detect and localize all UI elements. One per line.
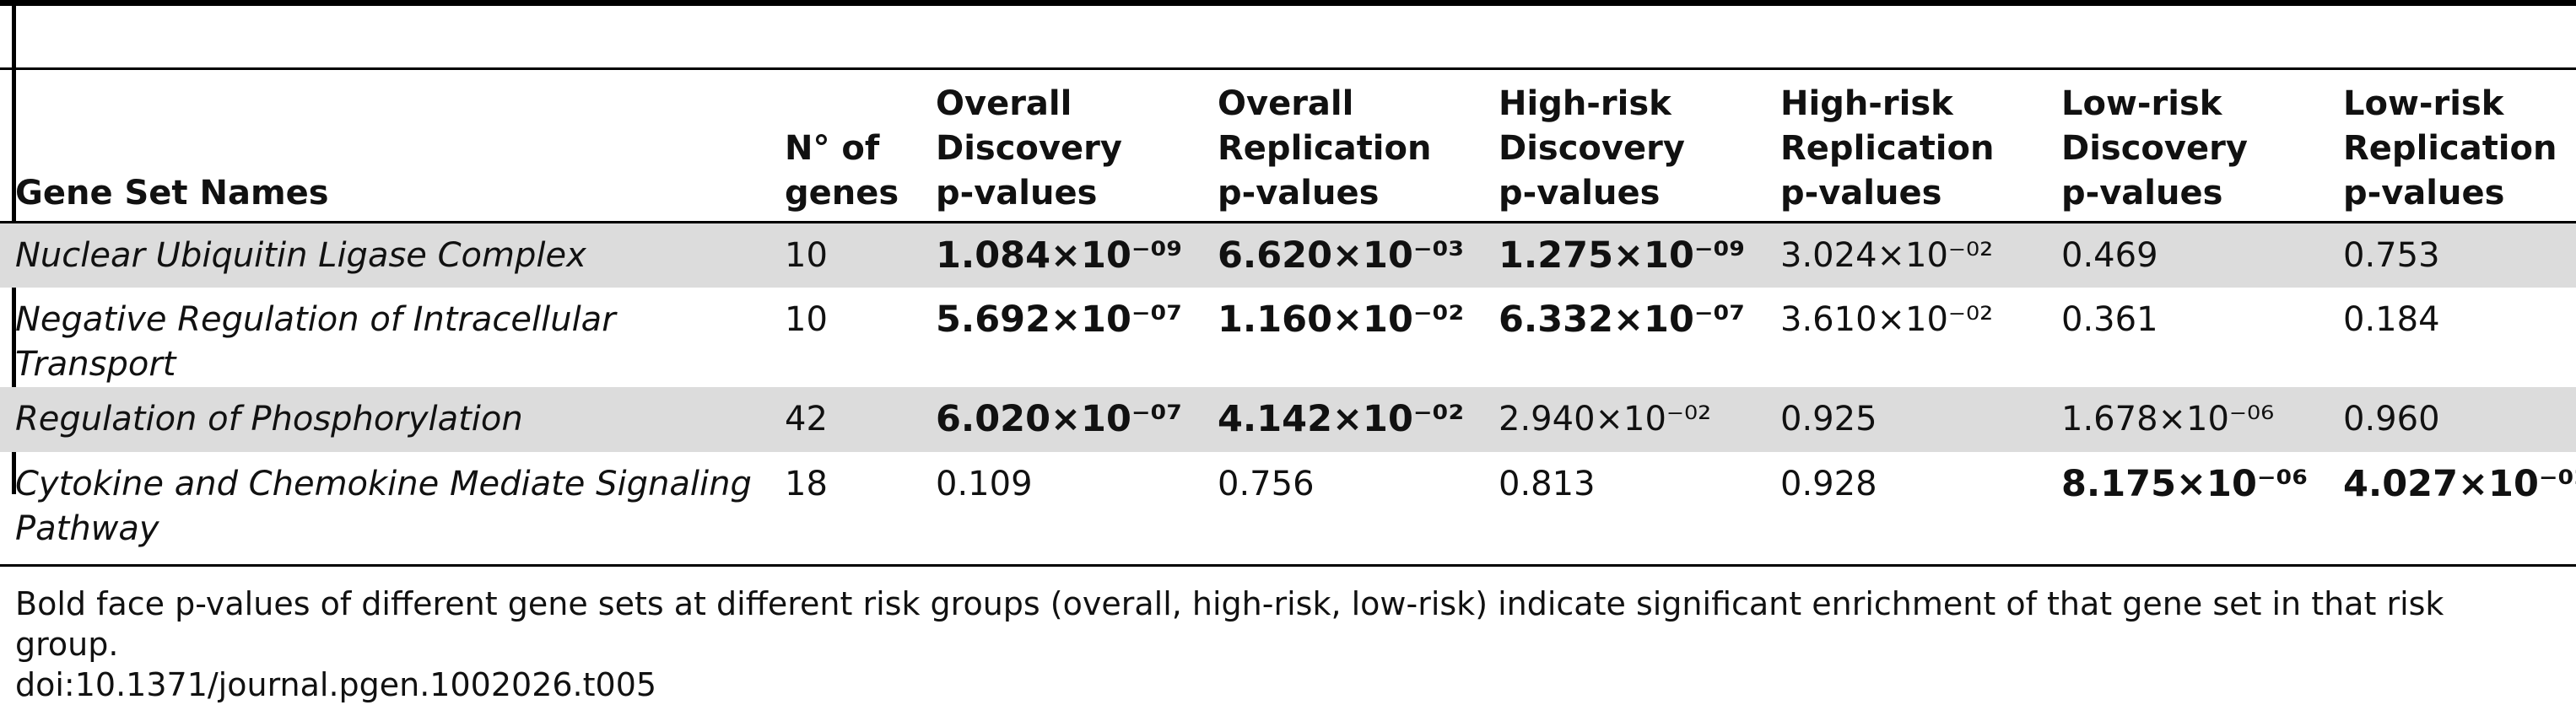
header-line: Discovery — [936, 129, 1122, 168]
overall-replication-cell: 1.160×10⁻⁰² — [1218, 298, 1465, 341]
low-risk-replication-cell: 0.753 — [2328, 222, 2576, 288]
gene-set-name: Regulation of Phosphorylation — [0, 386, 770, 452]
top-rule — [0, 0, 2576, 6]
table-row: Cytokine and Chemokine Mediate Signaling… — [0, 451, 2576, 567]
overall-discovery-cell: 1.084×10⁻⁰⁹ — [921, 222, 1202, 288]
table-row: Regulation of Phosphorylation 42 6.020×1… — [0, 386, 2576, 452]
n-genes-cell: 18 — [770, 451, 921, 567]
header-low-risk-discovery: Low-risk Discovery p-values — [2046, 67, 2328, 223]
high-risk-discovery-cell: 2.940×10⁻⁰² — [1483, 386, 1765, 452]
high-risk-replication-cell: 0.928 — [1765, 451, 2046, 567]
n-genes-cell: 10 — [785, 299, 828, 339]
low-risk-discovery-cell: 0.361 — [2061, 299, 2158, 339]
header-line: Replication — [2343, 129, 2557, 168]
overall-replication-cell: 0.756 — [1202, 451, 1483, 567]
high-risk-replication-cell: 0.925 — [1765, 386, 2046, 452]
header-line: Low-risk — [2061, 84, 2222, 123]
low-risk-discovery-cell: 0.469 — [2046, 222, 2328, 288]
header-line: p-values — [1780, 174, 1942, 213]
n-genes-cell: 10 — [770, 222, 921, 288]
gene-set-name: Negative Regulation of Intracellular Tra… — [15, 299, 616, 384]
n-genes-cell: 42 — [770, 386, 921, 452]
header-line: Gene Set Names — [15, 174, 329, 213]
gene-set-name: Cytokine and Chemokine Mediate Signaling… — [0, 451, 770, 567]
header-n-genes: N° of genes — [770, 67, 921, 223]
header-line: Overall — [936, 84, 1072, 123]
header-row: Gene Set Names N° of genes Overall Disco… — [0, 67, 2576, 223]
low-risk-replication-cell: 0.960 — [2328, 386, 2576, 452]
footnote-doi: doi:10.1371/journal.pgen.1002026.t005 — [15, 666, 657, 703]
header-gene-set-names: Gene Set Names — [0, 67, 770, 223]
overall-discovery-cell: 6.020×10⁻⁰⁷ — [921, 386, 1202, 452]
header-line: genes — [785, 174, 899, 213]
header-line: Overall — [1218, 84, 1354, 123]
header-line: p-values — [936, 174, 1098, 213]
header-line: Low-risk — [2343, 84, 2504, 123]
high-risk-discovery-cell: 1.275×10⁻⁰⁹ — [1483, 222, 1765, 288]
header-line: Replication — [1780, 129, 1995, 168]
gene-set-name: Nuclear Ubiquitin Ligase Complex — [0, 222, 770, 288]
header-line: Discovery — [1499, 129, 1685, 168]
high-risk-replication-cell: 3.024×10⁻⁰² — [1765, 222, 2046, 288]
low-risk-replication-cell: 4.027×10⁻⁰² — [2328, 451, 2576, 567]
header-overall-discovery: Overall Discovery p-values — [921, 67, 1202, 223]
low-risk-discovery-cell: 8.175×10⁻⁰⁶ — [2046, 451, 2328, 567]
overall-discovery-cell: 0.109 — [921, 451, 1202, 567]
overall-replication-cell: 6.620×10⁻⁰³ — [1202, 222, 1483, 288]
header-line: High-risk — [1780, 84, 1953, 123]
header-high-risk-replication: High-risk Replication p-values — [1765, 67, 2046, 223]
table-footnote: Bold face p-values of different gene set… — [15, 584, 2555, 705]
low-risk-replication-cell: 0.184 — [2343, 299, 2440, 339]
overall-discovery-cell: 5.692×10⁻⁰⁷ — [936, 298, 1183, 341]
header-line: Discovery — [2061, 129, 2248, 168]
header-high-risk-discovery: High-risk Discovery p-values — [1483, 67, 1765, 223]
header-line: N° of — [785, 129, 880, 168]
footnote-text: Bold face p-values of different gene set… — [15, 585, 2444, 663]
high-risk-discovery-cell: 0.813 — [1483, 451, 1765, 567]
high-risk-replication-cell: 3.610×10⁻⁰² — [1780, 299, 1994, 339]
header-low-risk-replication: Low-risk Replication p-values — [2328, 67, 2576, 223]
header-line: p-values — [1499, 174, 1661, 213]
header-overall-replication: Overall Replication p-values — [1202, 67, 1483, 223]
table-row: Nuclear Ubiquitin Ligase Complex 10 1.08… — [0, 222, 2576, 288]
header-line: Replication — [1218, 129, 1432, 168]
header-line: p-values — [2061, 174, 2223, 213]
gene-set-table: Gene Set Names N° of genes Overall Disco… — [0, 67, 2576, 567]
overall-replication-cell: 4.142×10⁻⁰² — [1202, 386, 1483, 452]
header-line: p-values — [2343, 174, 2505, 213]
table-row: Negative Regulation of Intracellular Tra… — [0, 288, 2576, 387]
header-line: p-values — [1218, 174, 1380, 213]
low-risk-discovery-cell: 1.678×10⁻⁰⁶ — [2046, 386, 2328, 452]
header-line: High-risk — [1499, 84, 1671, 123]
high-risk-discovery-cell: 6.332×10⁻⁰⁷ — [1499, 298, 1746, 341]
